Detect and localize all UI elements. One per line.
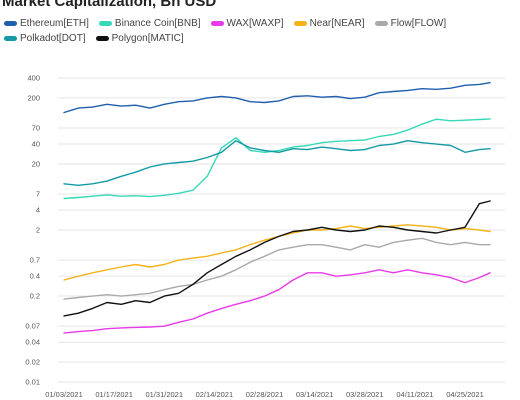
y-axis: 400 200 70 40 20 7 4 2 0.7 0.4 0.2 0.07 0.04 0.02 0.01 xyxy=(25,74,40,387)
x-tick-label: 04/11/2021 xyxy=(396,390,433,399)
legend-label: Binance Coin[BNB] xyxy=(114,18,201,29)
series-line-wax-waxp xyxy=(63,269,491,334)
x-tick-label: 03/14/2021 xyxy=(296,390,334,399)
legend-item-polkadot-dot[interactable]: Polkadot[DOT] xyxy=(4,33,86,44)
y-tick-label: 0.01 xyxy=(25,378,40,387)
legend: Ethereum[ETH] Binance Coin[BNB] WAX[WAXP] N… xyxy=(4,18,514,44)
y-tick-label: 0.2 xyxy=(30,292,40,301)
series-line-polygon-matic xyxy=(63,200,491,317)
y-tick-label: 40 xyxy=(32,140,40,149)
x-tick-label: 01/03/2021 xyxy=(45,390,83,399)
x-tick-label: 04/25/2021 xyxy=(446,390,484,399)
y-tick-label: 2 xyxy=(36,226,40,235)
legend-swatch xyxy=(210,21,224,26)
legend-item-near-near[interactable]: Near[NEAR] xyxy=(293,18,365,29)
legend-label: Near[NEAR] xyxy=(309,18,365,29)
legend-item-flow-flow[interactable]: Flow[FLOW] xyxy=(374,18,447,29)
y-tick-label: 0.04 xyxy=(25,338,40,347)
x-tick-label: 02/14/2021 xyxy=(196,390,234,399)
x-tick-label: 01/31/2021 xyxy=(145,390,183,399)
legend-label: Ethereum[ETH] xyxy=(20,18,89,29)
y-tick-label: 4 xyxy=(36,206,40,215)
x-axis: 01/03/2021 01/17/2021 01/31/2021 02/14/2021… xyxy=(45,390,484,399)
legend-item-ethereum-eth[interactable]: Ethereum[ETH] xyxy=(4,18,89,29)
series-line-ethereum-eth xyxy=(63,81,491,114)
series-line-near-near xyxy=(63,224,491,281)
legend-item-polygon-matic[interactable]: Polygon[MATIC] xyxy=(95,33,184,44)
legend-label: Polygon[MATIC] xyxy=(111,33,184,44)
y-tick-label: 20 xyxy=(32,159,40,168)
legend-swatch xyxy=(293,21,307,26)
series-line-flow-flow xyxy=(63,237,491,300)
x-tick-label: 02/28/2021 xyxy=(246,390,284,399)
y-tick-label: 400 xyxy=(27,74,40,83)
legend-swatch xyxy=(4,21,17,26)
series-lines xyxy=(63,81,491,334)
legend-item-wax-waxp[interactable]: WAX[WAXP] xyxy=(210,18,284,29)
legend-swatch xyxy=(98,21,112,26)
legend-swatch xyxy=(4,36,17,41)
y-tick-label: 0.7 xyxy=(30,256,40,265)
y-tick-label: 7 xyxy=(36,190,40,199)
grid-lines xyxy=(58,77,505,383)
legend-swatch xyxy=(95,36,109,41)
y-tick-label: 0.4 xyxy=(30,272,40,281)
x-tick-label: 01/17/2021 xyxy=(95,390,133,399)
y-tick-label: 0.07 xyxy=(25,322,40,331)
legend-label: Flow[FLOW] xyxy=(390,18,447,29)
x-tick-label: 03/28/2021 xyxy=(346,390,384,399)
y-tick-label: 70 xyxy=(32,124,40,133)
y-tick-label: 200 xyxy=(27,93,40,102)
y-tick-label: 0.02 xyxy=(25,358,40,367)
series-line-polkadot-dot xyxy=(63,139,491,187)
legend-label: Polkadot[DOT] xyxy=(20,33,86,44)
legend-label: WAX[WAXP] xyxy=(226,18,284,29)
series-line-binance-coin-bnb xyxy=(63,118,491,200)
chart-title: Market Capitalization, Bn USD xyxy=(2,0,217,10)
legend-swatch xyxy=(374,21,388,26)
legend-item-binance-coin-bnb[interactable]: Binance Coin[BNB] xyxy=(98,18,201,29)
